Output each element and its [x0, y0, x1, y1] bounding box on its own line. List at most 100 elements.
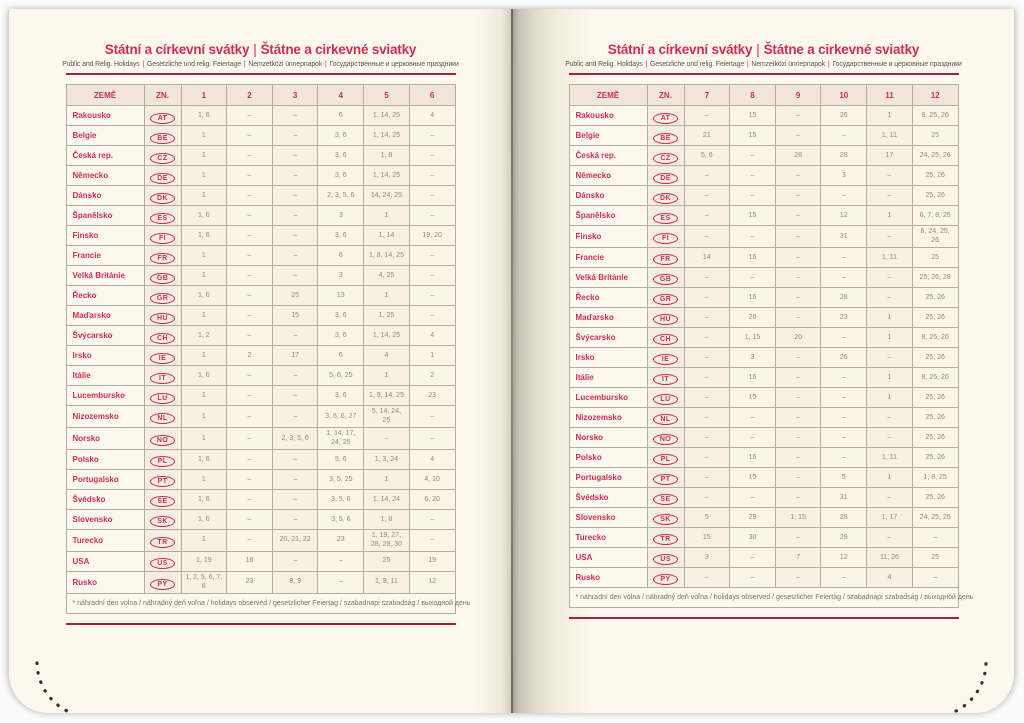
- month-cell: 1: [866, 326, 913, 348]
- country-code-badge: HU: [653, 314, 678, 326]
- month-cell: 3, 6: [317, 165, 365, 186]
- month-cell: 1: [180, 125, 228, 146]
- month-cell: –: [408, 145, 456, 166]
- country-name: Rakousko: [65, 105, 145, 126]
- month-cell: 4: [408, 325, 456, 346]
- month-cell: –: [226, 488, 273, 510]
- country-name: Rusko: [568, 566, 648, 588]
- month-cell: 1: [363, 365, 410, 386]
- country-code-cell: IE: [646, 346, 685, 368]
- country-code-cell: AT: [646, 105, 685, 126]
- month-cell: –: [774, 486, 822, 508]
- month-cell: 5: [683, 506, 731, 528]
- month-cell: –: [408, 205, 456, 226]
- month-cell: –: [271, 365, 319, 386]
- month-cell: –: [774, 406, 822, 428]
- month-cell: –: [911, 526, 959, 548]
- month-cell: –: [729, 566, 776, 588]
- month-cell: –: [683, 566, 731, 588]
- month-cell: –: [774, 466, 822, 488]
- month-cell: –: [820, 406, 868, 428]
- country-code-cell: US: [143, 550, 182, 572]
- month-cell: 15: [729, 286, 776, 308]
- country-name: Norsko: [65, 426, 145, 450]
- month-cell: –: [866, 225, 913, 248]
- country-code-badge: FR: [653, 254, 678, 266]
- country-row: Finsko FI 1, 6 – – 3, 6 1, 14 19, 20: [65, 225, 456, 246]
- country-row: Turecko TR 15 30 – 29 – –: [568, 526, 959, 548]
- country-name: Lucembursko: [568, 386, 648, 408]
- month-cell: 1: [363, 468, 410, 490]
- month-cell: 1, 19: [180, 550, 228, 572]
- country-row: USA US 1, 19 16 – – 25 19: [65, 550, 456, 572]
- title-czech: Státní a církevní svátky: [607, 42, 753, 57]
- month-cell: 25, 26: [911, 446, 959, 468]
- month-cell: 15: [271, 305, 319, 326]
- month-cell: 21: [683, 125, 731, 146]
- month-cell: 2: [226, 345, 273, 366]
- country-row: Lucembursko LU – 15 – – 1 25, 26: [568, 386, 959, 408]
- country-code-cell: BE: [646, 125, 685, 146]
- country-row: Dánsko DK 1 – – 2, 3, 5, 6 14, 24, 25 –: [65, 185, 456, 206]
- country-code-cell: LU: [646, 386, 685, 408]
- month-cell: –: [226, 468, 273, 490]
- month-cell: 5: [820, 466, 868, 488]
- country-code-badge: BE: [150, 132, 175, 144]
- title-separator: |: [756, 42, 760, 57]
- month-cell: 4: [363, 345, 410, 366]
- month-cell: 3, 5, 25: [317, 468, 365, 490]
- month-cell: –: [774, 566, 822, 588]
- month-cell: 3, 6: [317, 305, 365, 326]
- month-cell: –: [683, 185, 731, 206]
- country-code-cell: GB: [646, 266, 685, 288]
- month-cell: –: [774, 185, 822, 206]
- month-cell: 3, 5, 6: [317, 488, 365, 510]
- month-cell: –: [317, 550, 365, 572]
- country-code-badge: SE: [653, 494, 678, 506]
- month-cell: –: [729, 426, 776, 448]
- month-cell: 25: [911, 246, 959, 268]
- month-cell: –: [820, 185, 868, 206]
- country-code-badge: CH: [150, 332, 175, 344]
- month-cell: 6, 7, 8, 25: [911, 205, 959, 226]
- country-code-badge: IT: [150, 372, 175, 384]
- country-code-badge: IT: [653, 374, 678, 386]
- country-name: Portugalsko: [65, 468, 145, 490]
- month-cell: 7: [774, 546, 822, 568]
- month-cell: 26: [820, 105, 868, 126]
- country-name: Francie: [568, 246, 648, 268]
- month-cell: 2, 3, 5, 6: [317, 185, 365, 206]
- country-code-cell: HU: [646, 306, 685, 328]
- month-cell: –: [271, 125, 319, 146]
- country-code-badge: AT: [653, 112, 678, 124]
- country-name: Německo: [65, 165, 145, 186]
- month-cell: –: [271, 105, 319, 126]
- month-cell: –: [683, 486, 731, 508]
- country-code-badge: DK: [653, 192, 678, 204]
- country-row: Španělsko ES 1, 6 – – 3 1 –: [65, 205, 456, 226]
- country-row: Norsko NO 1 – 2, 3, 5, 6 1, 14, 17, 24, …: [65, 426, 456, 450]
- country-name: Norsko: [568, 426, 648, 448]
- country-code-cell: FR: [143, 245, 182, 266]
- month-cell: 1, 6: [180, 508, 228, 530]
- month-cell: 1, 14, 24: [363, 488, 410, 510]
- country-code-cell: DE: [646, 165, 685, 186]
- diary-spread: Státní a církevní svátky | Štátne a cirkev…: [8, 9, 1015, 713]
- country-name: Slovensko: [568, 506, 648, 528]
- country-name: Dánsko: [65, 185, 145, 206]
- country-code-badge: US: [150, 558, 175, 570]
- month-cell: 25: [271, 285, 319, 306]
- month-cell: –: [271, 185, 319, 206]
- country-code-badge: LU: [150, 392, 175, 404]
- country-row: Rusko PY – – – – 4 –: [568, 566, 959, 588]
- month-cell: –: [774, 286, 822, 308]
- month-cell: 24, 25, 26: [911, 506, 959, 528]
- country-name: Nizozemsko: [65, 405, 145, 428]
- column-header: ZN.: [143, 84, 182, 106]
- month-cell: –: [820, 246, 868, 268]
- month-cell: 25: [911, 546, 959, 568]
- month-cell: 28: [820, 506, 868, 528]
- country-code-badge: GR: [653, 294, 678, 306]
- column-header: 4: [317, 84, 365, 106]
- country-name: Česká rep.: [568, 145, 648, 166]
